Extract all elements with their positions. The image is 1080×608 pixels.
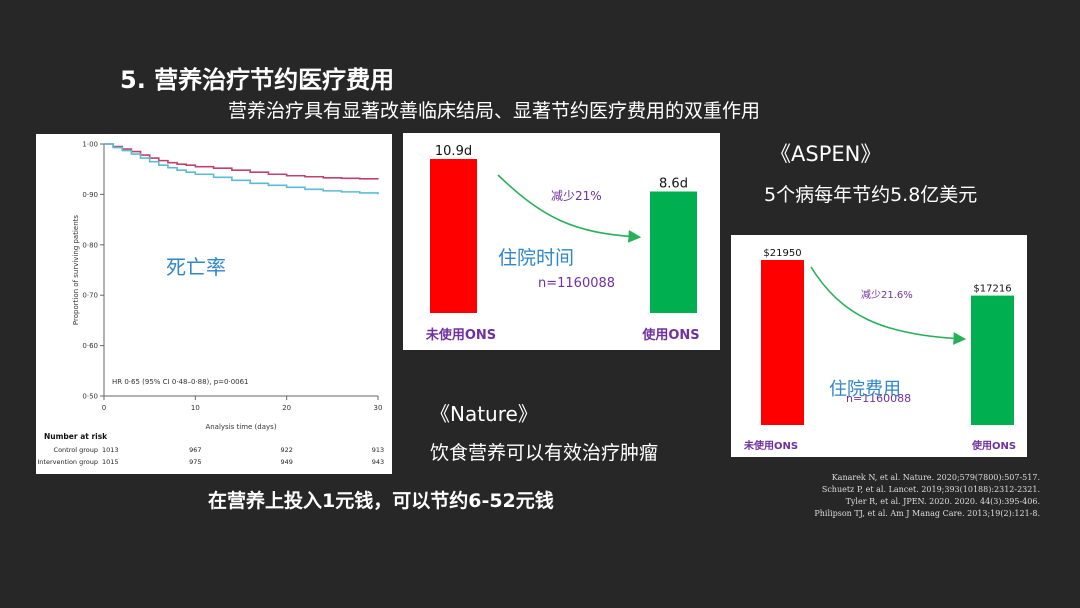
x-tick-label: 30 [374,404,383,412]
survival-chart: 0·50 0·60 0·70 0·80 0·90 1·00 0 10 20 30 Proport… [37,141,384,467]
risk-cell: 975 [189,458,201,466]
sample-size-label: n=1160088 [538,276,615,291]
risk-row-label: Control group [54,446,98,454]
category-label: 未使用ONS [743,439,798,452]
reduction-label: 减少21% [551,189,602,203]
aspen-claim: 5个病每年节约5.8亿美元 [764,184,978,206]
risk-table-title: Number at risk [44,432,108,441]
risk-cell: 943 [372,458,384,466]
y-tick-label: 1·00 [82,141,98,149]
risk-cell: 922 [280,446,292,454]
references-list: Kanarek N, et al. Nature. 2020;579(7800)… [740,472,1040,520]
sample-size-label: n=1160088 [846,392,911,405]
control-survival-line [104,143,379,180]
y-tick-label: 0·60 [82,342,98,350]
risk-cell: 1015 [102,458,119,466]
reduction-arrow [810,266,967,345]
mortality-label: 死亡率 [166,255,226,279]
bar [650,191,697,313]
length-of-stay-chart: 10.9d 未使用ONS 8.6d 使用ONS 减少21% 住院时间 n=116008… [425,144,700,343]
x-axis-label: Analysis time (days) [205,423,276,431]
nature-reference: 《Nature》 [430,402,538,426]
bar [430,159,477,313]
hospital-cost-label: 住院费用 [829,379,901,400]
risk-cell: 949 [280,458,292,466]
risk-cell: 913 [372,446,384,454]
category-label: 使用ONS [971,439,1016,452]
bar-value-label: 10.9d [435,144,472,159]
length-of-stay-label: 住院时间 [498,247,574,269]
aspen-reference: 《ASPEN》 [770,142,882,166]
slide-subtitle: 营养治疗具有显著改善临床结局、显著节约医疗费用的双重作用 [228,100,761,122]
bar-value-label: 8.6d [659,176,688,191]
hospital-cost-chart: $21950 未使用ONS $17216 使用ONS 减少21.6% n=116008… [743,248,1016,452]
bar-value-label: $17216 [973,284,1011,295]
bar [971,295,1014,425]
x-tick-label: 20 [282,404,291,412]
y-axis-label: Proportion of surviving patients [72,215,80,325]
investment-claim: 在营养上投入1元钱，可以节约6-52元钱 [208,490,554,512]
length-of-stay-panel: 10.9d 未使用ONS 8.6d 使用ONS 减少21% 住院时间 n=116008… [403,133,720,350]
hospital-cost-panel: $21950 未使用ONS $17216 使用ONS 减少21.6% n=116008… [731,235,1027,457]
y-tick-label: 0·70 [82,292,98,300]
survival-chart-panel: 0·50 0·60 0·70 0·80 0·90 1·00 0 10 20 30 Proport… [36,134,392,474]
bar [761,260,804,425]
reference-item: Philipson TJ, et al. Am J Manag Care. 20… [814,509,1040,518]
x-tick-label: 0 [102,404,106,412]
reduction-label: 减少21.6% [861,289,913,301]
category-label: 使用ONS [641,327,699,343]
reference-item: Schuetz P, et al. Lancet. 2019;393(10188… [821,485,1040,494]
hazard-ratio-annotation: HR 0·65 (95% CI 0·48–0·88), p=0·0061 [112,378,249,386]
reference-item: Tyler R, et al. JPEN. 2020. 2020. 44(3):… [845,497,1040,506]
risk-row-label: Intervention group [37,458,98,466]
y-tick-label: 0·50 [82,393,98,401]
risk-cell: 1013 [102,446,119,454]
bar-value-label: $21950 [763,248,801,259]
y-tick-label: 0·80 [82,241,98,249]
nature-claim: 饮食营养可以有效治疗肿瘤 [430,442,659,464]
slide-title: 5. 营养治疗节约医疗费用 [120,66,395,94]
x-tick-label: 10 [191,404,200,412]
reference-item: Kanarek N, et al. Nature. 2020;579(7800)… [831,473,1040,482]
intervention-survival-line [104,143,379,195]
reduction-arrow [497,174,642,243]
y-tick-label: 0·90 [82,191,98,199]
risk-cell: 967 [189,446,201,454]
category-label: 未使用ONS [425,327,496,343]
